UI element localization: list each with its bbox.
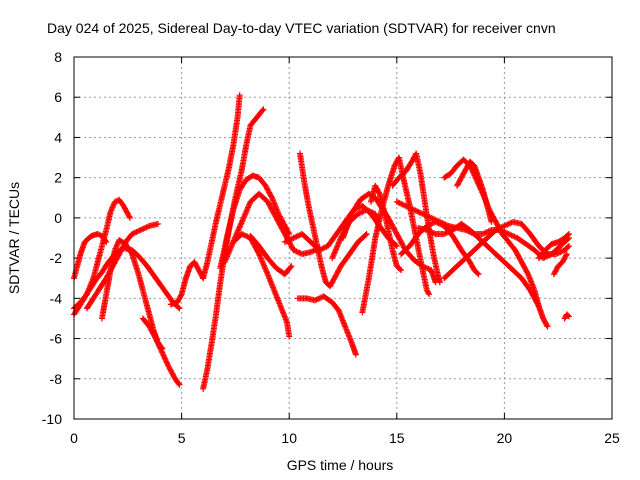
series-s20	[367, 182, 405, 274]
x-tick-label: 25	[604, 430, 620, 446]
series-s16	[296, 150, 370, 290]
plot-frame	[73, 56, 613, 420]
series-s24	[415, 220, 551, 330]
data-points	[71, 92, 572, 392]
series-s26	[454, 158, 495, 225]
series-marks	[296, 150, 370, 290]
x-tick-label: 10	[281, 430, 297, 446]
series-s27	[441, 218, 572, 282]
series-s19	[359, 154, 433, 316]
chart-title: Day 024 of 2025, Sidereal Day-to-day VTE…	[47, 20, 556, 36]
series-marks	[139, 315, 183, 388]
series-marks	[200, 92, 243, 282]
y-tick-label: 0	[54, 210, 62, 226]
series-marks	[230, 230, 293, 340]
series-s30	[561, 311, 572, 322]
series-s8	[200, 92, 243, 282]
series-marks	[367, 182, 405, 274]
y-tick-label: 8	[54, 49, 62, 65]
x-axis-label: GPS time / hours	[287, 457, 394, 473]
y-tick-label: -4	[50, 290, 63, 306]
series-marks	[415, 220, 551, 330]
series-s29	[550, 251, 570, 278]
y-axis-label: SDTVAR / TECUs	[6, 182, 22, 294]
series-s15	[294, 293, 359, 358]
series-s28	[535, 230, 572, 262]
x-tick-label: 5	[178, 430, 186, 446]
series-marks	[167, 259, 207, 308]
series-s10	[217, 172, 293, 272]
x-tick-label: 20	[497, 430, 513, 446]
series-s7	[167, 259, 207, 308]
series-marks	[247, 232, 295, 278]
series-marks	[454, 158, 495, 225]
x-tick-labels: 0 5 10 15 20 25	[70, 430, 620, 446]
series-marks	[217, 172, 293, 272]
y-tick-labels: -10 -8 -6 -4 -2 0 2 4 6 8	[42, 49, 62, 427]
series-s6	[139, 315, 183, 388]
y-tick-label: 2	[54, 170, 62, 186]
y-tick-label: -6	[50, 331, 63, 347]
y-tick-label: 4	[54, 129, 62, 145]
series-s13	[247, 232, 295, 278]
series-marks	[561, 311, 572, 322]
y-tick-label: 6	[54, 89, 62, 105]
series-marks	[441, 218, 572, 282]
y-tick-label: -2	[50, 250, 63, 266]
x-tick-label: 0	[70, 430, 78, 446]
y-tick-label: -10	[42, 411, 62, 427]
series-marks	[535, 230, 572, 262]
x-tick-label: 15	[389, 430, 405, 446]
series-marks	[294, 293, 359, 358]
series-marks	[359, 154, 433, 316]
series-s12	[230, 230, 293, 340]
y-tick-label: -8	[50, 371, 63, 387]
series-marks	[550, 251, 570, 278]
